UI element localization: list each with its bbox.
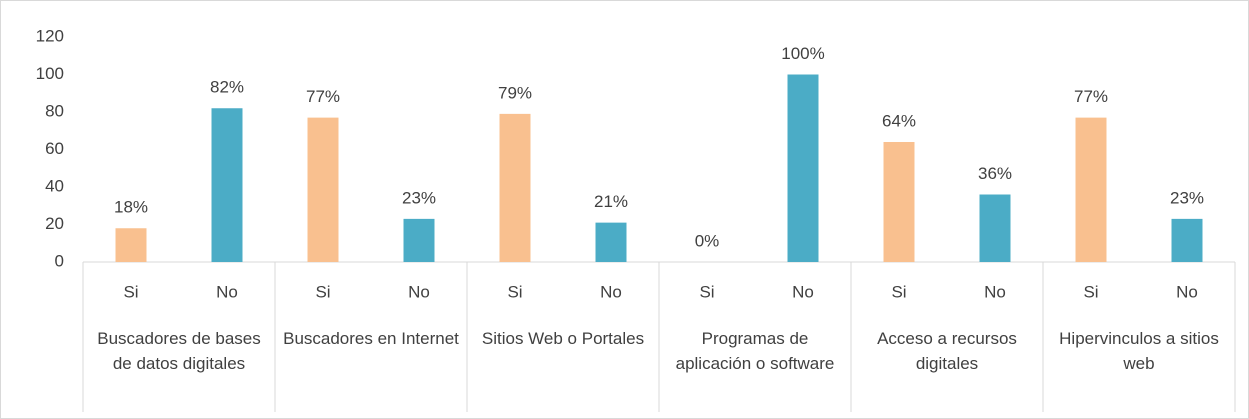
bar bbox=[1075, 117, 1107, 262]
y-tick-label: 60 bbox=[45, 139, 64, 158]
bar bbox=[883, 142, 915, 262]
y-tick-label: 20 bbox=[45, 214, 64, 233]
value-label: 77% bbox=[1074, 87, 1108, 106]
x-tick-label: No bbox=[216, 282, 238, 301]
y-tick-label: 0 bbox=[55, 251, 64, 270]
value-label: 79% bbox=[498, 83, 532, 102]
bar bbox=[787, 74, 819, 262]
x-tick-label: No bbox=[408, 282, 430, 301]
y-tick-label: 40 bbox=[45, 176, 64, 195]
x-tick-label: Si bbox=[1083, 282, 1098, 301]
group-label: Buscadores de bases de datos digitales bbox=[97, 329, 261, 373]
value-label: 82% bbox=[210, 78, 244, 97]
value-label: 23% bbox=[1170, 188, 1204, 207]
x-tick-label: Si bbox=[891, 282, 906, 301]
value-label: 36% bbox=[978, 164, 1012, 183]
y-tick-label: 100 bbox=[36, 64, 64, 83]
x-tick-label: Si bbox=[315, 282, 330, 301]
x-tick-label: Si bbox=[507, 282, 522, 301]
bar bbox=[403, 218, 435, 262]
value-label: 0% bbox=[695, 231, 720, 250]
x-tick-label: No bbox=[1176, 282, 1198, 301]
value-label: 23% bbox=[402, 188, 436, 207]
group-label: Sitios Web o Portales bbox=[481, 329, 645, 348]
x-tick-label: Si bbox=[123, 282, 138, 301]
group-label: Hipervinculos a sitios web bbox=[1059, 329, 1219, 373]
x-tick-label: No bbox=[984, 282, 1006, 301]
group-label: Programas de aplicación o software bbox=[675, 329, 835, 373]
x-tick-label: No bbox=[600, 282, 622, 301]
bar bbox=[595, 222, 627, 262]
bar bbox=[115, 228, 147, 262]
bar bbox=[211, 108, 243, 262]
bar bbox=[979, 194, 1011, 262]
value-label: 18% bbox=[114, 198, 148, 217]
group-label: Acceso a recursos digitales bbox=[877, 329, 1017, 373]
value-label: 77% bbox=[306, 87, 340, 106]
bar bbox=[1171, 218, 1203, 262]
value-label: 100% bbox=[781, 44, 824, 63]
bar bbox=[307, 117, 339, 262]
bar bbox=[499, 113, 531, 262]
y-tick-label: 80 bbox=[45, 101, 64, 120]
value-label: 64% bbox=[882, 111, 916, 130]
group-label: Buscadores en Internet bbox=[283, 329, 459, 348]
y-tick-label: 120 bbox=[36, 26, 64, 45]
x-tick-label: Si bbox=[699, 282, 714, 301]
x-tick-label: No bbox=[792, 282, 814, 301]
value-label: 21% bbox=[594, 192, 628, 211]
